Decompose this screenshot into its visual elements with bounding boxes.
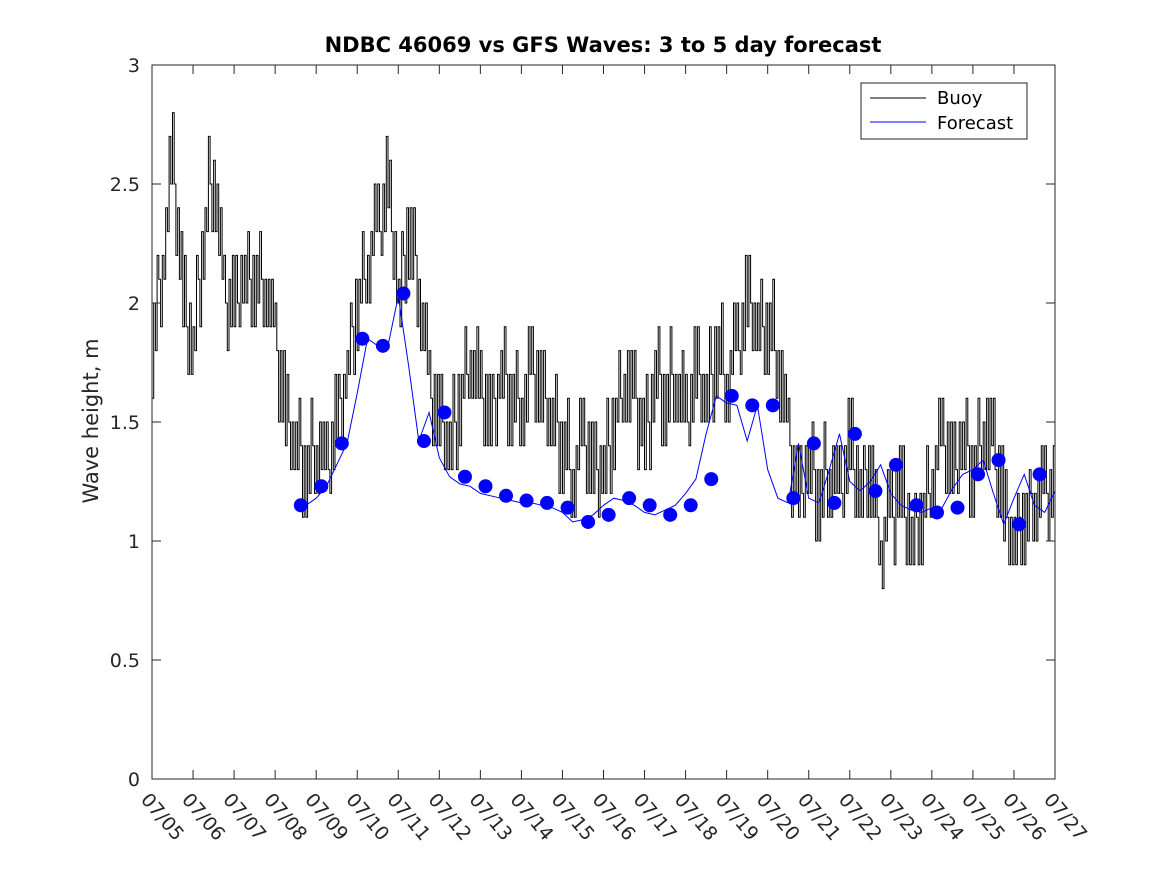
forecast-marker bbox=[765, 398, 780, 413]
y-tick-label: 3 bbox=[128, 55, 140, 77]
forecast-marker bbox=[847, 426, 862, 441]
forecast-marker bbox=[560, 500, 575, 515]
forecast-marker bbox=[293, 498, 308, 513]
forecast-marker bbox=[1032, 467, 1047, 482]
legend-buoy-label: Buoy bbox=[937, 88, 983, 109]
forecast-marker bbox=[642, 498, 657, 513]
forecast-marker bbox=[457, 469, 472, 484]
legend-box bbox=[860, 82, 1028, 140]
forecast-marker bbox=[375, 338, 390, 353]
forecast-marker bbox=[827, 495, 842, 510]
forecast-marker bbox=[1012, 517, 1027, 532]
forecast-marker bbox=[601, 507, 616, 522]
y-tick-label: 0 bbox=[128, 769, 140, 791]
forecast-marker bbox=[888, 457, 903, 472]
forecast-marker bbox=[909, 498, 924, 513]
forecast-marker bbox=[663, 507, 678, 522]
y-tick-label: 1.5 bbox=[110, 412, 140, 434]
forecast-markers bbox=[293, 286, 1047, 532]
forecast-marker bbox=[991, 453, 1006, 468]
series-forecast-line bbox=[305, 295, 1056, 526]
forecast-marker bbox=[437, 405, 452, 420]
forecast-marker bbox=[971, 467, 986, 482]
forecast-marker bbox=[806, 436, 821, 451]
forecast-marker bbox=[683, 498, 698, 513]
forecast-marker bbox=[745, 398, 760, 413]
y-tick-label: 2 bbox=[128, 293, 140, 315]
forecast-marker bbox=[499, 488, 514, 503]
y-tick-label: 2.5 bbox=[110, 174, 140, 196]
forecast-marker bbox=[334, 436, 349, 451]
forecast-marker bbox=[540, 495, 555, 510]
forecast-marker bbox=[950, 500, 965, 515]
forecast-marker bbox=[416, 434, 431, 449]
forecast-marker bbox=[786, 491, 801, 506]
forecast-marker bbox=[929, 505, 944, 520]
legend: Buoy Forecast bbox=[860, 82, 1028, 140]
y-tick-label: 1 bbox=[128, 531, 140, 553]
forecast-marker bbox=[704, 472, 719, 487]
forecast-marker bbox=[622, 491, 637, 506]
y-axis-label: Wave height, m bbox=[79, 338, 103, 503]
forecast-marker bbox=[355, 331, 370, 346]
forecast-marker bbox=[868, 484, 883, 499]
forecast-marker bbox=[314, 479, 329, 494]
chart-title: NDBC 46069 vs GFS Waves: 3 to 5 day fore… bbox=[325, 33, 882, 57]
forecast-marker bbox=[519, 493, 534, 508]
forecast-marker bbox=[581, 514, 596, 529]
y-tick-label: 0.5 bbox=[110, 650, 140, 672]
forecast-marker bbox=[724, 388, 739, 403]
forecast-marker bbox=[396, 286, 411, 301]
forecast-marker bbox=[478, 479, 493, 494]
legend-forecast-label: Forecast bbox=[937, 113, 1013, 134]
